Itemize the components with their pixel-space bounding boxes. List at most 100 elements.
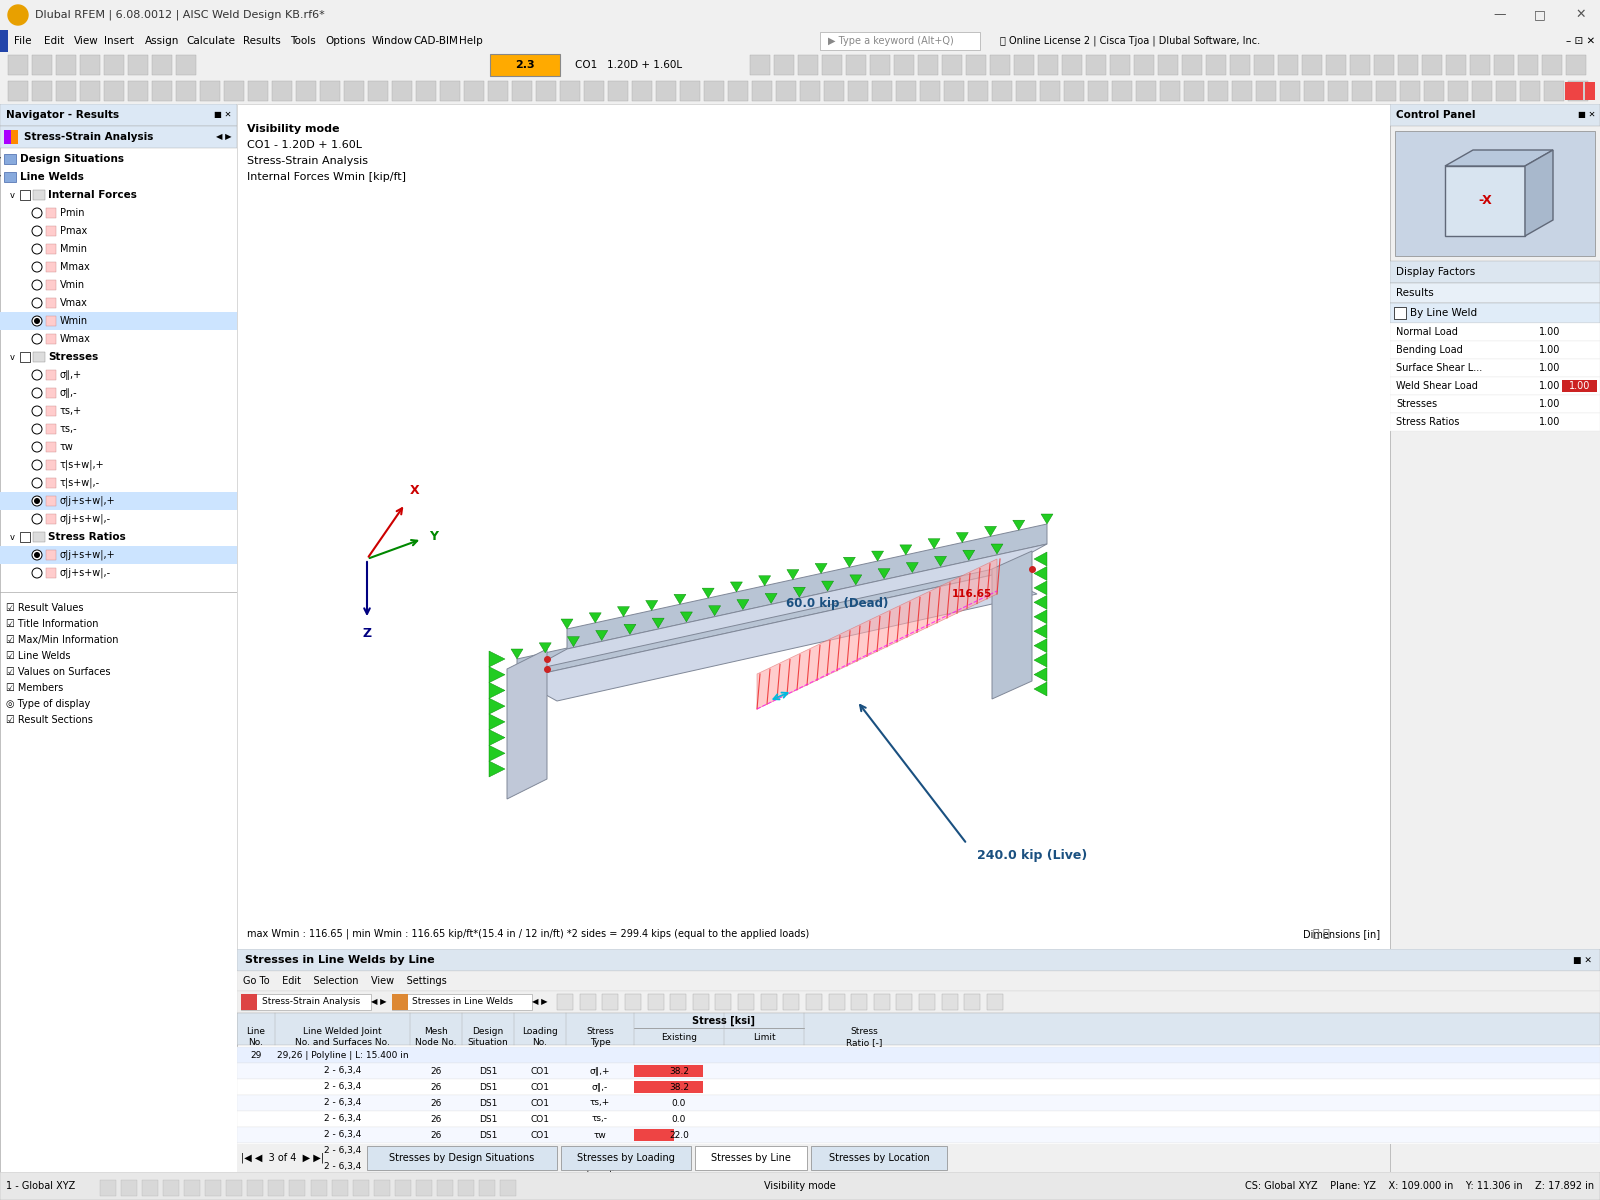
Text: τ|s+w|,+: τ|s+w|,+ — [61, 460, 104, 470]
Text: σ|j+s+w|,+: σ|j+s+w|,+ — [61, 496, 115, 506]
Polygon shape — [624, 624, 635, 635]
Polygon shape — [1034, 595, 1046, 610]
Circle shape — [34, 552, 40, 558]
Text: |◀ ◀  3 of 4  ▶ ▶|: |◀ ◀ 3 of 4 ▶ ▶| — [242, 1153, 323, 1163]
Text: 1.00: 1.00 — [854, 1178, 874, 1188]
Bar — [1446, 55, 1466, 74]
Bar — [237, 1159, 1600, 1175]
Bar — [416, 80, 435, 101]
Bar — [237, 971, 1600, 991]
Text: σ|j+s+w|,+: σ|j+s+w|,+ — [574, 1178, 626, 1188]
Bar — [32, 55, 51, 74]
Bar — [634, 1145, 674, 1157]
Bar — [237, 1111, 1600, 1127]
Bar — [824, 80, 845, 101]
Bar — [656, 80, 675, 101]
Circle shape — [32, 460, 42, 470]
Bar — [46, 388, 56, 398]
Circle shape — [32, 496, 42, 506]
Bar — [46, 478, 56, 488]
Bar — [237, 1127, 1600, 1142]
Bar — [1562, 380, 1597, 392]
Circle shape — [32, 226, 42, 236]
Polygon shape — [957, 533, 968, 542]
Bar — [894, 55, 914, 74]
Text: DS1: DS1 — [478, 1115, 498, 1123]
Bar — [670, 994, 686, 1010]
Text: File: File — [14, 36, 32, 46]
Bar — [811, 1146, 947, 1170]
Polygon shape — [490, 730, 506, 745]
Polygon shape — [1034, 624, 1046, 638]
Text: Stress
Type: Stress Type — [586, 1027, 614, 1046]
Bar — [1134, 55, 1154, 74]
Bar — [0, 312, 237, 330]
Bar — [46, 550, 56, 560]
Text: 44.1: 44.1 — [669, 1178, 690, 1188]
Text: Stress-Strain Analysis: Stress-Strain Analysis — [262, 997, 360, 1007]
Text: Navigator - Results: Navigator - Results — [6, 110, 118, 120]
Bar — [694, 1146, 806, 1170]
Bar — [584, 80, 605, 101]
Bar — [1182, 55, 1202, 74]
Polygon shape — [595, 630, 608, 641]
Bar — [634, 1162, 674, 1174]
Text: View: View — [74, 36, 99, 46]
Bar — [634, 1177, 714, 1189]
Bar — [819, 32, 979, 50]
Bar — [915, 1176, 925, 1190]
Text: ☑ Values on Surfaces: ☑ Values on Surfaces — [6, 667, 110, 677]
Bar — [226, 1180, 242, 1196]
Bar — [46, 262, 56, 272]
Text: ■ ✕: ■ ✕ — [214, 110, 232, 120]
Bar — [104, 80, 125, 101]
Polygon shape — [899, 545, 912, 554]
Bar — [237, 991, 1600, 1013]
Bar — [848, 80, 867, 101]
Bar — [416, 1180, 432, 1196]
Bar — [1328, 80, 1347, 101]
Text: 2 - 6,3,4: 2 - 6,3,4 — [323, 1098, 362, 1108]
Bar — [296, 80, 317, 101]
Bar — [46, 226, 56, 236]
Bar — [1390, 104, 1600, 126]
Bar — [1390, 413, 1600, 431]
Bar — [34, 352, 45, 362]
Polygon shape — [490, 698, 506, 714]
Text: Loading
No.: Loading No. — [522, 1027, 558, 1046]
Bar — [1565, 82, 1582, 100]
Polygon shape — [934, 557, 947, 566]
Text: Stress-Strain Analysis: Stress-Strain Analysis — [246, 156, 368, 166]
Bar — [704, 80, 723, 101]
Bar — [46, 298, 56, 308]
Bar — [176, 55, 195, 74]
Text: ◀ ▶: ◀ ▶ — [216, 132, 232, 142]
Bar — [331, 1180, 347, 1196]
Text: 2 - 6,3,4: 2 - 6,3,4 — [323, 1130, 362, 1140]
Text: Design
Situation: Design Situation — [467, 1027, 509, 1046]
Text: 1.00: 1.00 — [1539, 326, 1560, 337]
Bar — [1390, 260, 1600, 283]
Text: σ|j+s+w|,-: σ|j+s+w|,- — [61, 568, 110, 578]
Text: Weld Shear Load: Weld Shear Load — [1395, 382, 1478, 391]
Polygon shape — [526, 544, 1046, 671]
Text: Vmax: Vmax — [61, 298, 88, 308]
Text: DS1: DS1 — [478, 1178, 498, 1188]
Text: 2 - 6,3,4: 2 - 6,3,4 — [323, 1178, 362, 1188]
Bar — [237, 1079, 1600, 1096]
Bar — [46, 370, 56, 380]
Bar — [392, 994, 531, 1010]
Text: □: □ — [1530, 8, 1550, 22]
Bar — [1472, 80, 1491, 101]
Bar — [822, 55, 842, 74]
Bar — [290, 1180, 306, 1196]
Bar — [1400, 80, 1421, 101]
Bar — [1014, 55, 1034, 74]
Circle shape — [32, 316, 42, 326]
Polygon shape — [794, 587, 805, 598]
Bar — [458, 1180, 474, 1196]
Text: Y: Y — [429, 530, 438, 544]
Bar — [46, 568, 56, 578]
Text: Existing: Existing — [661, 1032, 698, 1042]
Text: τw: τw — [594, 1130, 606, 1140]
